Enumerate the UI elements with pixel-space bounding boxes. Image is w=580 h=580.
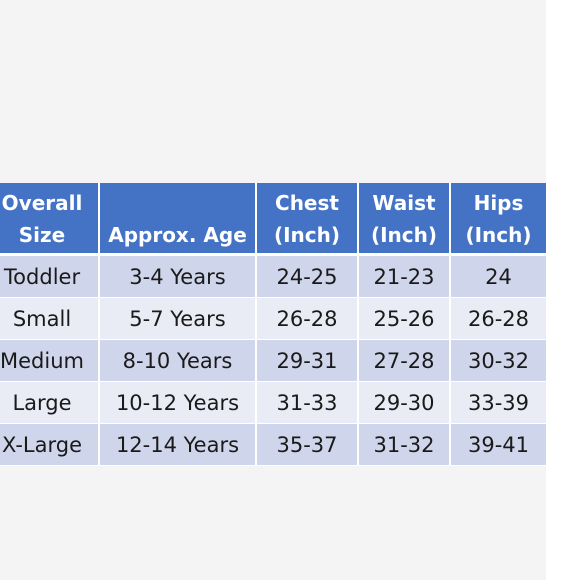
age-cell: 12-14 Years	[100, 424, 257, 466]
size-cell: Toddler	[0, 256, 100, 298]
hips-cell: 39-41	[451, 424, 546, 466]
chest-cell: 31-33	[257, 382, 359, 424]
waist-cell: 25-26	[359, 298, 451, 340]
chest-cell: 29-31	[257, 340, 359, 382]
chest-cell: 26-28	[257, 298, 359, 340]
header-approx-age: Approx. Age	[100, 183, 257, 256]
size-cell: Medium	[0, 340, 100, 382]
header-waist: Waist (Inch)	[359, 183, 451, 256]
header-row: Overall Size Approx. Age Chest (Inch) Wa…	[0, 183, 546, 256]
waist-cell: 31-32	[359, 424, 451, 466]
size-chart-table: Overall Size Approx. Age Chest (Inch) Wa…	[0, 183, 546, 466]
header-overall-size: Overall Size	[0, 183, 100, 256]
right-margin-strip	[546, 0, 580, 580]
table-row: Toddler 3-4 Years 24-25 21-23 24	[0, 256, 546, 298]
waist-cell: 27-28	[359, 340, 451, 382]
hips-cell: 24	[451, 256, 546, 298]
header-hips: Hips (Inch)	[451, 183, 546, 256]
age-cell: 3-4 Years	[100, 256, 257, 298]
table-row: Large 10-12 Years 31-33 29-30 33-39	[0, 382, 546, 424]
waist-cell: 29-30	[359, 382, 451, 424]
hips-cell: 33-39	[451, 382, 546, 424]
size-cell: Small	[0, 298, 100, 340]
size-cell: X-Large	[0, 424, 100, 466]
waist-cell: 21-23	[359, 256, 451, 298]
age-cell: 8-10 Years	[100, 340, 257, 382]
header-chest: Chest (Inch)	[257, 183, 359, 256]
chest-cell: 24-25	[257, 256, 359, 298]
size-cell: Large	[0, 382, 100, 424]
chest-cell: 35-37	[257, 424, 359, 466]
age-cell: 5-7 Years	[100, 298, 257, 340]
table-row: Medium 8-10 Years 29-31 27-28 30-32	[0, 340, 546, 382]
hips-cell: 30-32	[451, 340, 546, 382]
hips-cell: 26-28	[451, 298, 546, 340]
table-row: X-Large 12-14 Years 35-37 31-32 39-41	[0, 424, 546, 466]
age-cell: 10-12 Years	[100, 382, 257, 424]
table-row: Small 5-7 Years 26-28 25-26 26-28	[0, 298, 546, 340]
